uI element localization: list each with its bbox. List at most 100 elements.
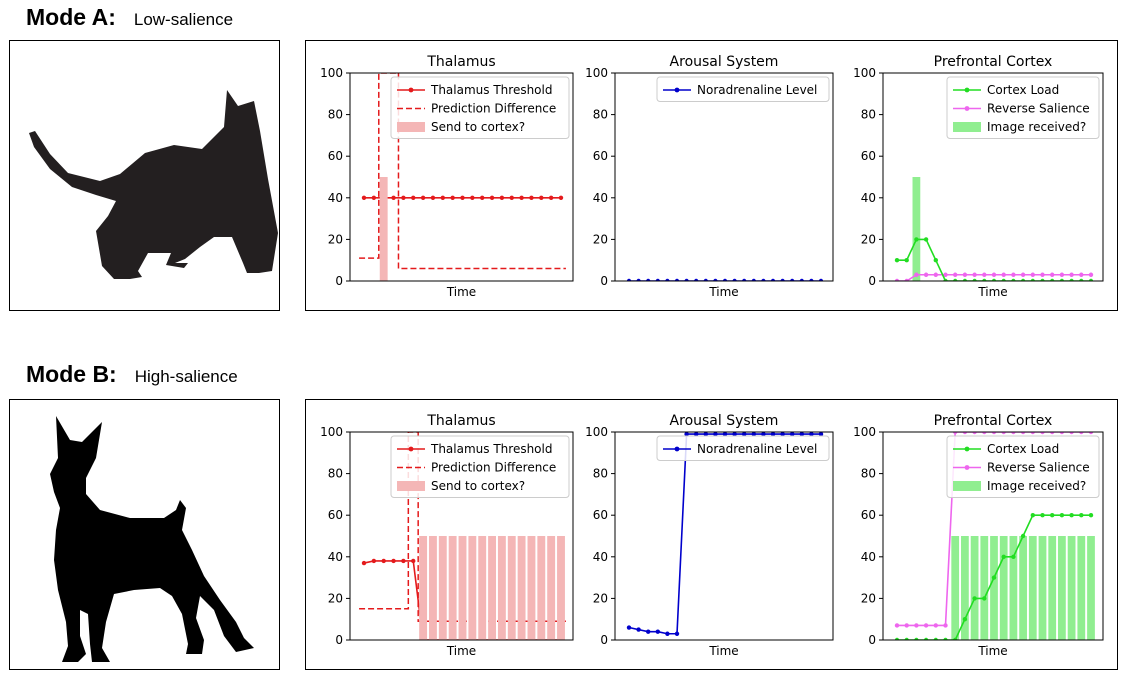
m0-p0-legend-thalamus-threshold-label: Thalamus Threshold — [430, 83, 552, 97]
m0-p0-legend-thalamus-threshold-swatch-marker — [408, 87, 414, 93]
m1-p2-image-received-bar — [1077, 536, 1086, 640]
m0-p0-send-to-cortex-bar — [379, 177, 388, 281]
m1-p0-ytick-label: 0 — [335, 633, 343, 647]
m1-p2-legend-reverse-salience-swatch-marker — [964, 465, 970, 470]
m1-p1-ytick-label: 60 — [593, 508, 608, 522]
m1-p2-reverse-salience-point — [1011, 432, 1016, 435]
m0-p2-ytick-label: 40 — [861, 191, 876, 205]
m1-p0-thalamus-threshold-point — [361, 560, 367, 566]
m0-p1-noradrenaline-level-point — [703, 278, 708, 281]
m0-p0-thalamus-threshold-point — [529, 195, 534, 200]
m0-p1-noradrenaline-level-point — [636, 278, 641, 281]
m0-p1-noradrenaline-level-point — [770, 278, 776, 281]
m1-p2-reverse-salience-point — [1079, 432, 1084, 435]
m0-p2-title: Prefrontal Cortex — [934, 54, 1053, 70]
m1-p2-cortex-load-point — [923, 637, 929, 640]
m0-p0-ytick-label: 20 — [328, 232, 343, 246]
m0-p0-thalamus-threshold-point — [460, 195, 465, 200]
m0-p1-noradrenaline-level-point — [761, 278, 766, 281]
m0-p2-cortex-load-point — [933, 258, 938, 263]
m0-p0-thalamus-threshold-point — [499, 195, 505, 200]
m0-p0-ytick-label: 100 — [320, 66, 343, 80]
m0-p1-noradrenaline-level-point — [742, 278, 747, 281]
m1-p2-cortex-load-point — [1001, 554, 1006, 559]
m0-p1-noradrenaline-level-point — [818, 278, 824, 281]
m0-p2-ytick-label: 20 — [861, 232, 876, 246]
m0-p0-plot-area — [359, 73, 566, 281]
m0-p2-legend: Cortex Load Reverse Salience Image receive… — [946, 76, 1100, 139]
m1-p0-ytick-label: 60 — [328, 508, 343, 522]
m1-p2-image-received-bar — [1019, 536, 1027, 640]
m1-p1-legend-noradrenaline-level-label: Noradrenaline Level — [697, 442, 817, 456]
m1-p1-ytick-label: 80 — [593, 467, 608, 481]
m0-p2-ytick-label: 80 — [861, 108, 876, 122]
m1-p2-legend-image-received-label: Image received? — [987, 479, 1086, 493]
m1-p2-cortex-load-point — [1011, 554, 1016, 559]
m1-p2-panel: Prefrontal Cortex 0 20 40 60 80 100 Time Cortex … — [853, 413, 1104, 658]
m0-p2-ytick-label: 100 — [853, 66, 876, 80]
m1-p0-plot-area — [359, 432, 566, 640]
m1-p0-send-to-cortex-bar — [557, 536, 565, 640]
m0-p1-noradrenaline-level-point — [732, 278, 737, 281]
m1-p2-cortex-load-point — [982, 596, 987, 601]
m0-p1-noradrenaline-level-point — [684, 278, 689, 281]
mode-a-title: Mode A: — [26, 4, 116, 30]
m0-p2-cortex-load-point — [1020, 278, 1026, 281]
m0-p2-reverse-salience-point — [904, 278, 909, 281]
m0-p1-noradrenaline-level-point — [799, 278, 804, 281]
m0-p2-reverse-salience-point — [1059, 272, 1065, 277]
dog-image-frame — [9, 399, 280, 670]
m1-p0-thalamus-threshold-point — [391, 558, 396, 564]
m1-p0-legend-prediction-difference-label: Prediction Difference — [431, 461, 556, 475]
m1-p1-ytick-label: 20 — [593, 591, 608, 605]
m0-p1-plot-area — [626, 278, 824, 281]
m0-p0-ytick-label: 60 — [328, 149, 343, 163]
m0-p2-legend-box — [946, 76, 1100, 139]
m1-p2-legend-box — [946, 435, 1100, 498]
m0-p1-noradrenaline-level-point — [713, 278, 718, 281]
m0-p0-legend-prediction-difference-label: Prediction Difference — [431, 102, 556, 116]
m1-p0-axes-frame — [349, 431, 574, 641]
m1-p2-cortex-load-point — [933, 637, 938, 640]
m1-p2-reverse-salience-point — [991, 432, 997, 435]
m1-p1-noradrenaline-level-point — [626, 625, 632, 630]
m1-p1-noradrenaline-level-point — [646, 629, 651, 634]
m0-p2-cortex-load-point — [1069, 278, 1074, 281]
mode-a-charts: Thalamus 0 20 40 60 80 100 Time Thalamus Thresho… — [320, 54, 1104, 299]
m1-p2-cortex-load-point — [1020, 533, 1026, 539]
m0-p2-xlabel: Time — [977, 285, 1007, 299]
m0-p0-thalamus-threshold-point — [519, 195, 524, 200]
m0-p1-axes-frame — [614, 72, 834, 282]
m1-p1-xlabel: Time — [708, 644, 738, 658]
m0-p1-noradrenaline-level-point — [751, 278, 756, 281]
m1-p1-noradrenaline-level-point — [684, 432, 689, 437]
m1-p0-legend-send-to-cortex-label: Send to cortex? — [431, 479, 525, 493]
m1-p2-xlabel: Time — [977, 644, 1007, 658]
m1-p0-thalamus-threshold-point — [411, 558, 416, 564]
m1-p2-reverse-salience-point — [1050, 432, 1055, 435]
m1-p1-noradrenaline-level-point — [751, 432, 756, 437]
m0-p1-noradrenaline-level-point — [780, 278, 785, 281]
m0-p0-legend-send-to-cortex-swatch — [397, 122, 425, 132]
m1-p0-send-to-cortex-bar — [438, 536, 447, 640]
m1-p2-cortex-load-point — [1088, 513, 1094, 518]
m1-p0-send-to-cortex-bar — [458, 536, 467, 640]
m0-p0-legend-send-to-cortex-label: Send to cortex? — [431, 120, 525, 134]
m1-p0-ytick-label: 40 — [328, 550, 343, 564]
m1-p1-panel: Arousal System 0 20 40 60 80 100 Time Noradrenal… — [585, 413, 834, 658]
m0-p2-cortex-load-point — [972, 278, 977, 281]
m0-p2-cortex-load-point — [991, 278, 997, 281]
m1-p0-legend: Thalamus Threshold Prediction Difference S… — [390, 435, 570, 498]
m0-p0-thalamus-threshold-point — [420, 195, 426, 200]
m1-p0-send-to-cortex-bar — [468, 536, 477, 640]
m1-p1-noradrenaline-level-point — [761, 432, 766, 437]
m1-p1-noradrenaline-level-point — [665, 631, 670, 636]
m1-p2-image-received-bar — [1058, 536, 1066, 640]
m1-p1-noradrenaline-level-point — [770, 432, 776, 437]
m1-p2-legend-image-received-swatch — [953, 481, 981, 491]
m0-p1-noradrenaline-level-point — [722, 278, 728, 281]
m1-p2-legend-reverse-salience-label: Reverse Salience — [987, 461, 1090, 475]
m1-p2-cortex-load-point — [1069, 513, 1074, 518]
m1-p2-cortex-load-point — [904, 637, 909, 640]
m1-p2-cortex-load-point — [972, 596, 977, 601]
